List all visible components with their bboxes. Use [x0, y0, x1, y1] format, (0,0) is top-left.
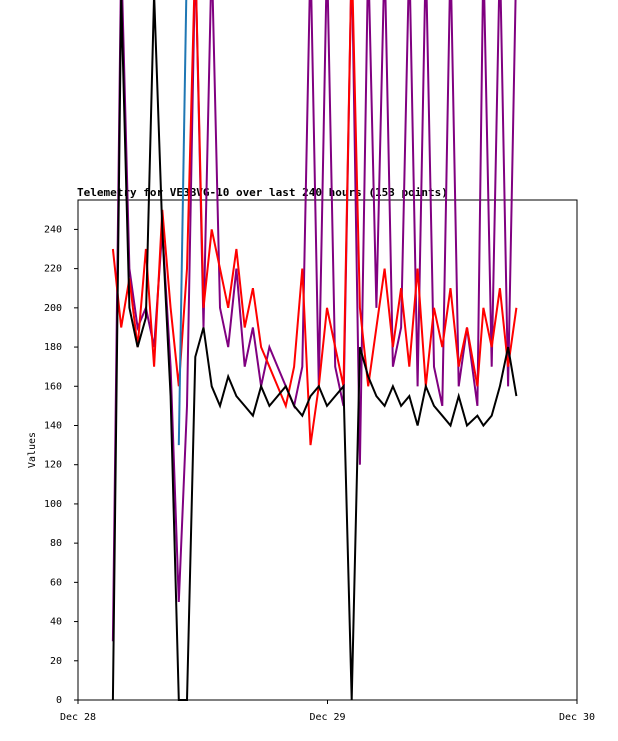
series-line: [111, 0, 518, 701]
y-tick-label: 220: [44, 264, 62, 275]
y-axis-label: Values: [27, 432, 38, 468]
y-tick-label: 100: [44, 499, 62, 510]
x-tick-label: Dec 30: [559, 712, 595, 723]
y-tick-label: 200: [44, 303, 62, 314]
y-tick-label: 180: [44, 342, 62, 353]
y-tick-label: 160: [44, 381, 62, 392]
y-tick-label: 120: [44, 460, 62, 471]
chart-title: Telemetry for VE3BVG-10 over last 240 ho…: [77, 186, 448, 199]
y-tick-label: 60: [50, 577, 62, 588]
y-tick-label: 0: [56, 695, 62, 706]
series-line: [177, 0, 188, 446]
y-tick-label: 240: [44, 224, 62, 235]
y-tick-label: 140: [44, 420, 62, 431]
plot-frame: [77, 199, 578, 701]
y-tick-label: 80: [50, 538, 62, 549]
x-tick-label: Dec 28: [60, 712, 96, 723]
y-tick-label: 40: [50, 617, 62, 628]
y-tick-label: 20: [50, 656, 62, 667]
x-tick-label: Dec 29: [309, 712, 345, 723]
series-line: [111, 0, 517, 642]
